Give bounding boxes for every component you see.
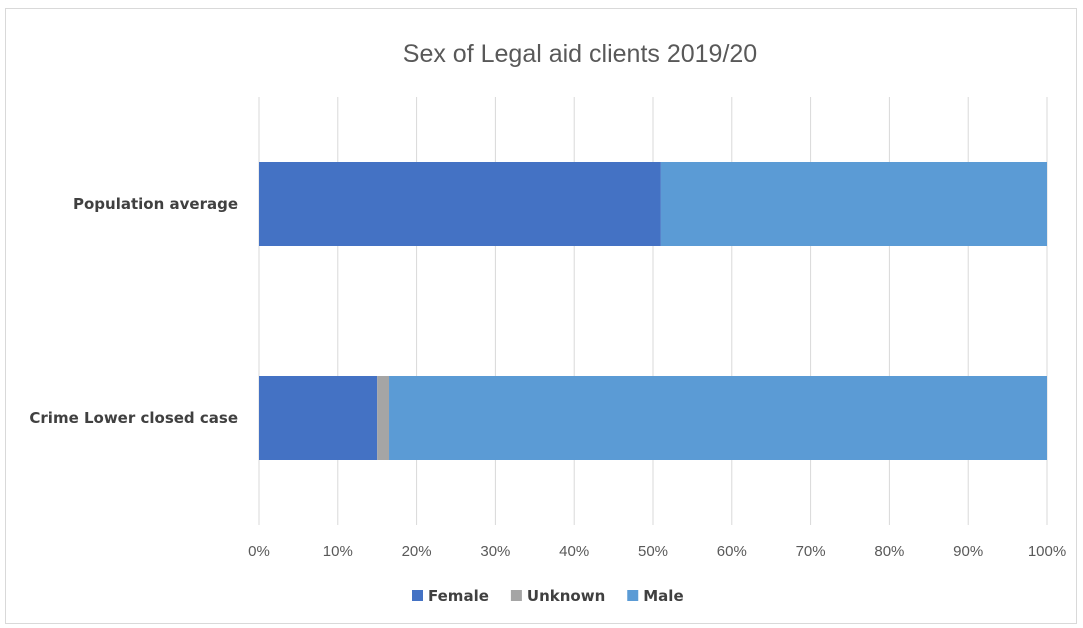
legend-item-female[interactable]: Female: [412, 587, 489, 605]
chart-frame: [5, 8, 1077, 624]
x-tick-label: 50%: [638, 543, 668, 560]
category-label: Population average: [73, 195, 238, 213]
legend-item-male[interactable]: Male: [627, 587, 684, 605]
x-tick-label: 20%: [402, 543, 432, 560]
bar-male-0: [660, 162, 1047, 246]
legend-swatch: [627, 590, 639, 601]
x-tick-label: 60%: [717, 543, 747, 560]
legend-swatch: [412, 590, 423, 601]
bar-unknown-1: [377, 376, 390, 460]
chart-title: Sex of Legal aid clients 2019/20: [403, 40, 757, 68]
legend-label: Female: [428, 587, 489, 605]
legend-label: Male: [643, 587, 683, 605]
x-tick-label: 80%: [874, 543, 904, 560]
gridlines: [258, 97, 1048, 525]
legend[interactable]: Female Unknown Male: [412, 587, 684, 605]
x-tick-label: 40%: [559, 543, 589, 560]
legend-item-unknown[interactable]: Unknown: [510, 587, 605, 605]
x-tick-label: 100%: [1028, 543, 1066, 560]
bar-female-0: [259, 162, 661, 246]
legend-swatch: [510, 590, 522, 601]
x-tick-label: 70%: [796, 543, 826, 560]
bars: [259, 162, 1047, 460]
legend-label: Unknown: [527, 587, 605, 605]
x-tick-label: 90%: [953, 543, 983, 560]
x-tick-label: 0%: [248, 543, 270, 560]
x-tick-label: 10%: [323, 543, 353, 560]
x-axis-tick-labels: 0% 10% 20% 30% 40% 50% 60% 70% 80% 90% 100%: [248, 543, 1066, 560]
bar-female-1: [259, 376, 378, 460]
bar-male-1: [389, 376, 1047, 460]
x-tick-label: 30%: [480, 543, 510, 560]
category-labels: Population average Crime Lower closed cas…: [29, 195, 238, 427]
category-label: Crime Lower closed case: [29, 409, 238, 427]
